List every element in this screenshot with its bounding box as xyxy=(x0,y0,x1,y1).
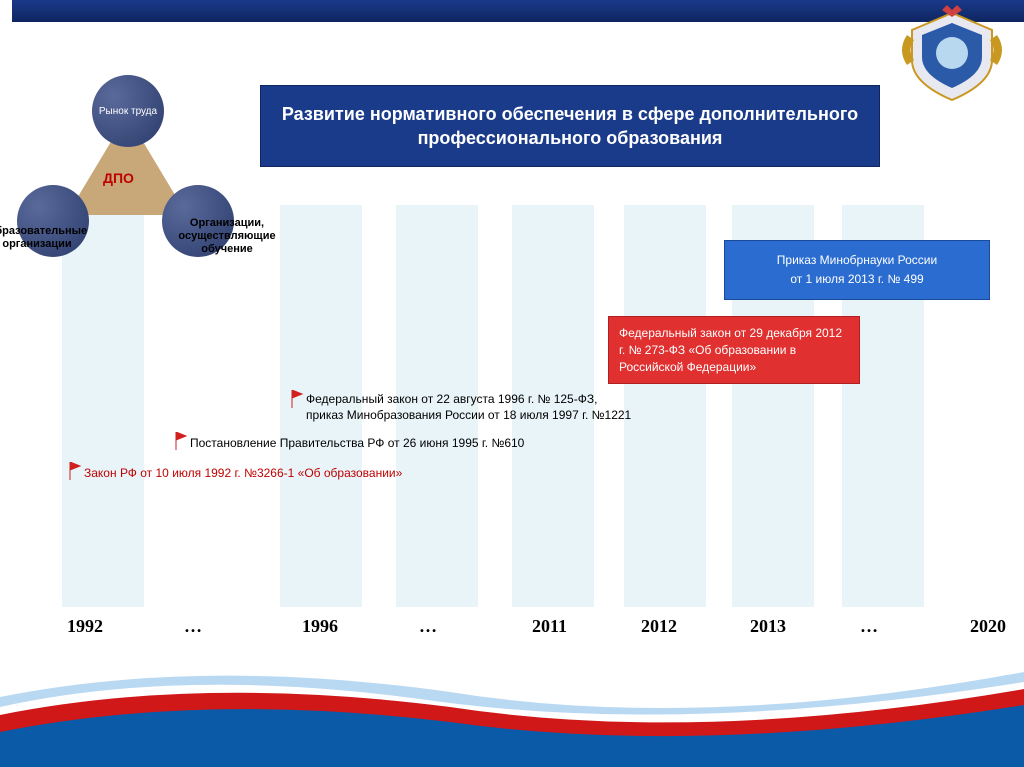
red-box-text: Федеральный закон от 29 декабря 2012 г. … xyxy=(619,326,842,374)
year-label: 2013 xyxy=(750,616,786,637)
wave-decoration xyxy=(0,637,1024,767)
law-text-1992: Закон РФ от 10 июля 1992 г. №3266-1 «Об … xyxy=(84,466,402,482)
year-axis: 1992 … 1996 … 2011 2012 2013 … 2020 xyxy=(32,611,1004,637)
dpo-triangle-diagram: Рынок труда ДПО Образовательные организа… xyxy=(12,75,262,275)
left-circle-label: Образовательные организации xyxy=(0,225,92,251)
flag-icon xyxy=(68,462,82,480)
year-label: … xyxy=(419,616,437,637)
circle-top-label: Рынок труда xyxy=(99,106,157,117)
top-bar xyxy=(12,0,1024,22)
content-area: Развитие нормативного обеспечения в сфер… xyxy=(12,70,1024,637)
blue-order-box: Приказ Минобрнауки России от 1 июля 2013… xyxy=(724,240,990,300)
circle-top: Рынок труда xyxy=(92,75,164,147)
year-label: 2012 xyxy=(641,616,677,637)
blue-box-line1: Приказ Минобрнауки России xyxy=(737,251,977,270)
page-title: Развитие нормативного обеспечения в сфер… xyxy=(260,85,880,167)
year-label: … xyxy=(184,616,202,637)
law-text-1995: Постановление Правительства РФ от 26 июн… xyxy=(190,436,524,452)
law-text-1996: Федеральный закон от 22 августа 1996 г. … xyxy=(306,392,631,423)
triangle-center-label: ДПО xyxy=(103,170,134,186)
flag-icon xyxy=(174,432,188,450)
year-label: 1996 xyxy=(302,616,338,637)
year-label: 2020 xyxy=(970,616,1006,637)
year-label: 1992 xyxy=(67,616,103,637)
blue-box-line2: от 1 июля 2013 г. № 499 xyxy=(737,270,977,289)
year-label: … xyxy=(860,616,878,637)
timeline-bar xyxy=(624,205,706,607)
flag-icon xyxy=(290,390,304,408)
year-label: 2011 xyxy=(532,616,567,637)
red-law-box: Федеральный закон от 29 декабря 2012 г. … xyxy=(608,316,860,384)
right-circle-label: Организации, осуществляющие обучение xyxy=(162,217,292,257)
